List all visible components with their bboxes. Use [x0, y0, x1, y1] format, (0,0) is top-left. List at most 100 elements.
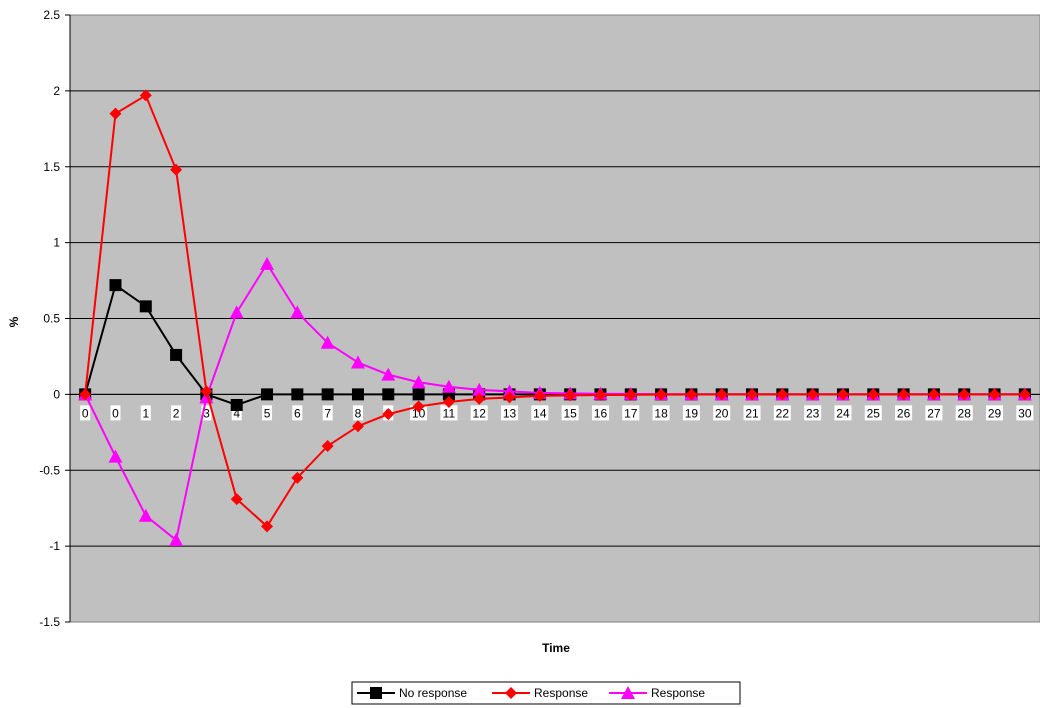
- y-tick-label: 2.5: [43, 8, 60, 22]
- x-tick-label-background: [80, 405, 91, 421]
- data-point: [291, 471, 304, 484]
- series-2: [79, 89, 1031, 533]
- x-tick-label: 10: [412, 406, 426, 420]
- y-tick-label: 0.5: [43, 312, 60, 326]
- data-point: [321, 439, 334, 452]
- data-point: [441, 379, 456, 393]
- x-tick-label-background: [743, 405, 761, 421]
- x-tick-label-background: [652, 405, 670, 421]
- x-tick-label: 28: [958, 406, 972, 420]
- x-tick-label: 13: [503, 406, 517, 420]
- data-point: [472, 382, 487, 396]
- data-point: [79, 388, 92, 401]
- x-tick-label: 14: [533, 406, 547, 420]
- x-tick-label: 23: [806, 406, 820, 420]
- data-point: [261, 388, 274, 401]
- data-point: [806, 388, 819, 401]
- data-point: [229, 305, 244, 319]
- x-tick-label-background: [804, 405, 822, 421]
- data-point: [776, 388, 789, 401]
- x-tick-label-background: [591, 405, 609, 421]
- x-tick-label: 5: [264, 406, 271, 420]
- x-tick-label: 4: [233, 406, 240, 420]
- data-point: [108, 449, 123, 463]
- x-tick-label: 0: [112, 406, 119, 420]
- data-point: [109, 107, 122, 120]
- series-group: [78, 89, 1032, 547]
- x-tick-label-background: [110, 405, 121, 421]
- legend-swatch-marker: [505, 687, 517, 699]
- y-axis: -1.5 -1 -0.5 0 0.5 1 1.5 2 2.5: [39, 8, 1040, 629]
- x-tick-label: 16: [594, 406, 608, 420]
- data-point: [138, 508, 153, 522]
- x-tick-label-background: [713, 405, 731, 421]
- legend: No response Response Response: [351, 681, 741, 705]
- data-point: [382, 388, 395, 401]
- data-point: [533, 389, 546, 402]
- x-tick-label-background: [682, 405, 700, 421]
- legend-swatch-marker: [370, 687, 382, 699]
- x-tick-label-background: [561, 405, 579, 421]
- x-tick-label: 30: [1018, 406, 1032, 420]
- x-tick-label-background: [986, 405, 1004, 421]
- x-tick-label-background: [895, 405, 913, 421]
- x-tick-label: 17: [624, 406, 638, 420]
- data-point: [321, 388, 334, 401]
- data-point: [988, 388, 1001, 401]
- x-tick-label-background: [171, 405, 182, 421]
- x-tick-label: 8: [355, 406, 362, 420]
- data-point: [624, 388, 637, 401]
- legend-box: [351, 681, 741, 705]
- data-point: [655, 388, 668, 401]
- data-point: [170, 348, 183, 361]
- y-tick-label: 0: [53, 387, 60, 401]
- data-point: [291, 388, 304, 401]
- legend-swatch-marker: [621, 686, 635, 699]
- x-tick-label: 20: [715, 406, 729, 420]
- x-tick-label-background: [201, 405, 212, 421]
- data-point: [746, 388, 759, 401]
- x-tick-label: 7: [324, 406, 331, 420]
- data-point: [411, 375, 426, 389]
- x-tick-label: 2: [173, 406, 180, 420]
- x-tick-label-background: [352, 405, 363, 421]
- data-point: [351, 420, 364, 433]
- data-point: [685, 388, 698, 401]
- data-point: [473, 392, 486, 405]
- y-tick-label: 2: [53, 84, 60, 98]
- x-tick-label: 0: [82, 406, 89, 420]
- data-point: [230, 493, 243, 506]
- data-point: [382, 408, 395, 421]
- x-tick-label: 1: [142, 406, 149, 420]
- x-tick-label-background: [531, 405, 549, 421]
- x-tick-label: 11: [443, 406, 456, 420]
- x-tick-label: 6: [294, 406, 301, 420]
- data-point: [139, 300, 152, 313]
- data-point: [109, 279, 122, 292]
- data-point: [958, 388, 971, 401]
- x-tick-label: 18: [654, 406, 668, 420]
- x-tick-label: 22: [776, 406, 790, 420]
- x-tick-label: 24: [836, 406, 850, 420]
- y-tick-label: 1.5: [43, 160, 60, 174]
- data-point: [715, 388, 728, 401]
- x-tick-label: 27: [927, 406, 941, 420]
- x-tick-label-background: [322, 405, 333, 421]
- y-tick-label: 1: [53, 236, 60, 250]
- data-point: [351, 388, 364, 401]
- legend-label: No response: [399, 686, 467, 700]
- x-tick-label: 15: [563, 406, 577, 420]
- data-point: [442, 395, 455, 408]
- y-axis-title: %: [7, 316, 21, 327]
- x-tick-label: 19: [685, 406, 699, 420]
- x-tick-label-background: [955, 405, 973, 421]
- x-tick-label-background: [470, 405, 488, 421]
- data-point: [867, 388, 880, 401]
- x-tick-label-background: [410, 405, 428, 421]
- data-point: [260, 256, 275, 270]
- legend-item: Response: [492, 686, 588, 700]
- x-tick-label-background: [231, 405, 242, 421]
- x-tick-label: 12: [473, 406, 487, 420]
- legend-label: Response: [534, 686, 588, 700]
